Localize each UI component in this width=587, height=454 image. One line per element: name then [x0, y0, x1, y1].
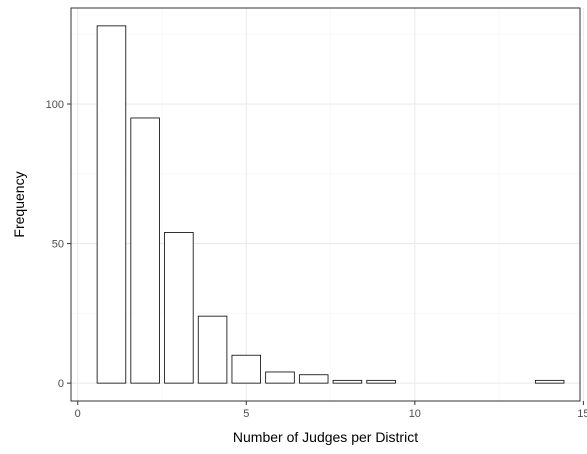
histogram-bar [164, 232, 194, 384]
y-tick-label: 50 [52, 239, 64, 251]
x-tick-label: 10 [409, 408, 421, 420]
histogram-bar [96, 25, 127, 384]
x-tick-label: 15 [577, 408, 587, 420]
histogram-bar [298, 374, 329, 384]
histogram-bar [231, 354, 262, 384]
histogram-bar [197, 315, 228, 384]
x-axis-title: Number of Judges per District [233, 429, 418, 445]
histogram-bar [265, 371, 295, 384]
histogram-bar [332, 379, 363, 384]
y-tick-label: 100 [46, 99, 64, 111]
histogram-bar [366, 379, 396, 384]
axis-ticks: 0 5 10 15 0 50 100 [46, 99, 587, 420]
histogram-bars [96, 25, 565, 384]
histogram-bar [534, 379, 565, 384]
histogram-bar [130, 117, 160, 384]
y-axis-title: Frequency [11, 171, 27, 237]
x-tick-label: 0 [75, 408, 81, 420]
panel-border [70, 7, 581, 402]
x-tick-label: 5 [243, 408, 249, 420]
y-tick-label: 0 [58, 378, 64, 390]
